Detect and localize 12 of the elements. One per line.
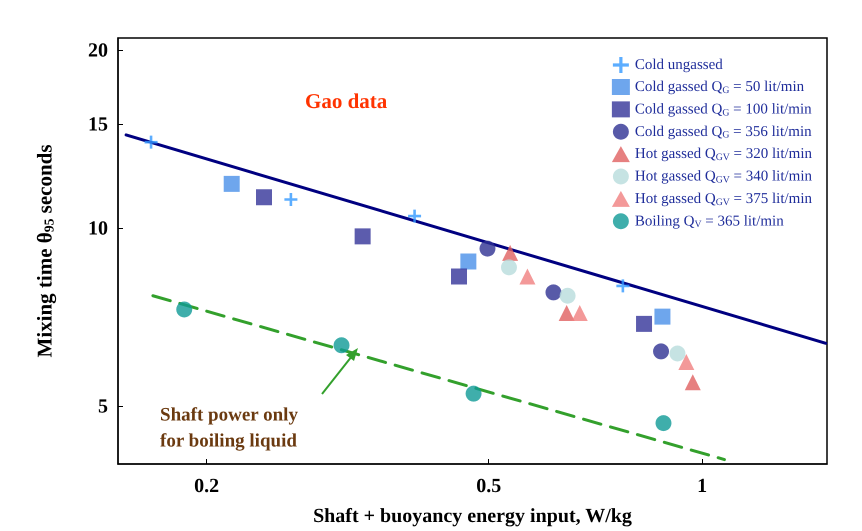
x-axis-title: Shaft + buoyancy energy input, W/kg (313, 505, 632, 527)
x-tick-label: 0.2 (194, 475, 220, 497)
annotation: Gao data (305, 89, 388, 113)
legend-label: Cold ungassed (634, 57, 724, 73)
y-tick-label: 15 (88, 113, 108, 136)
y-tick-label: 20 (88, 40, 108, 62)
y-tick-label: 5 (98, 396, 108, 418)
y-tick-label: 10 (88, 218, 108, 240)
annotation: Shaft power only for boiling liquid (160, 404, 298, 452)
y-axis-title: Mixing time θ95 seconds (32, 144, 56, 358)
x-tick-label: 1 (697, 475, 708, 497)
x-tick-label: 0.5 (476, 475, 502, 497)
